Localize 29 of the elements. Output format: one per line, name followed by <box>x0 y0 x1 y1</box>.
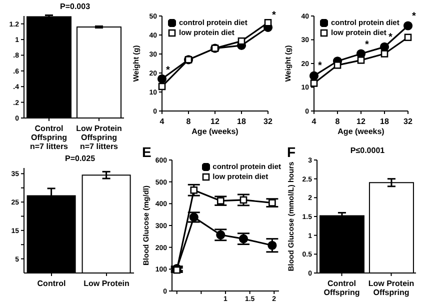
x-tick-label: 12 <box>210 117 220 126</box>
x-tick-label: Control <box>37 279 66 288</box>
x-tick-label: 18 <box>237 117 246 126</box>
x-tick-label: Low Protein Offspring n=7 litters <box>76 124 122 151</box>
x-tick-label: Low Protein <box>84 279 130 288</box>
chart-title: E <box>142 144 152 160</box>
text: P≤0.0001 <box>349 146 386 155</box>
x-axis-title: Age (weeks) <box>192 127 239 136</box>
x-tick-label: 4 <box>160 117 165 126</box>
annotation: * <box>388 32 393 44</box>
annotation: * <box>166 64 170 76</box>
x-tick-label: Low Protein Offspring <box>368 279 414 297</box>
annotation: * <box>412 10 416 22</box>
x-tick-label: Control Offspring n=7 litters <box>30 124 69 151</box>
annotation: * <box>318 60 322 72</box>
text: P=0.025 <box>64 154 96 163</box>
x-tick-label: 4 <box>312 117 317 126</box>
x-tick-label: 8 <box>335 117 340 126</box>
x-axis-title: Age (weeks) <box>338 127 385 136</box>
x-tick-label: 12 <box>356 117 366 126</box>
x-tick-label: 18 <box>380 117 390 126</box>
x-tick-label: 32 <box>404 117 413 126</box>
chart-title: F <box>287 144 296 160</box>
annotation: * <box>365 39 370 50</box>
x-tick-label: 8 <box>186 117 192 126</box>
annotation: * <box>272 10 276 21</box>
text: P=0.003 <box>58 2 92 11</box>
x-tick-label: Control Offspring <box>324 279 360 297</box>
x-tick-label: 32 <box>264 117 273 126</box>
